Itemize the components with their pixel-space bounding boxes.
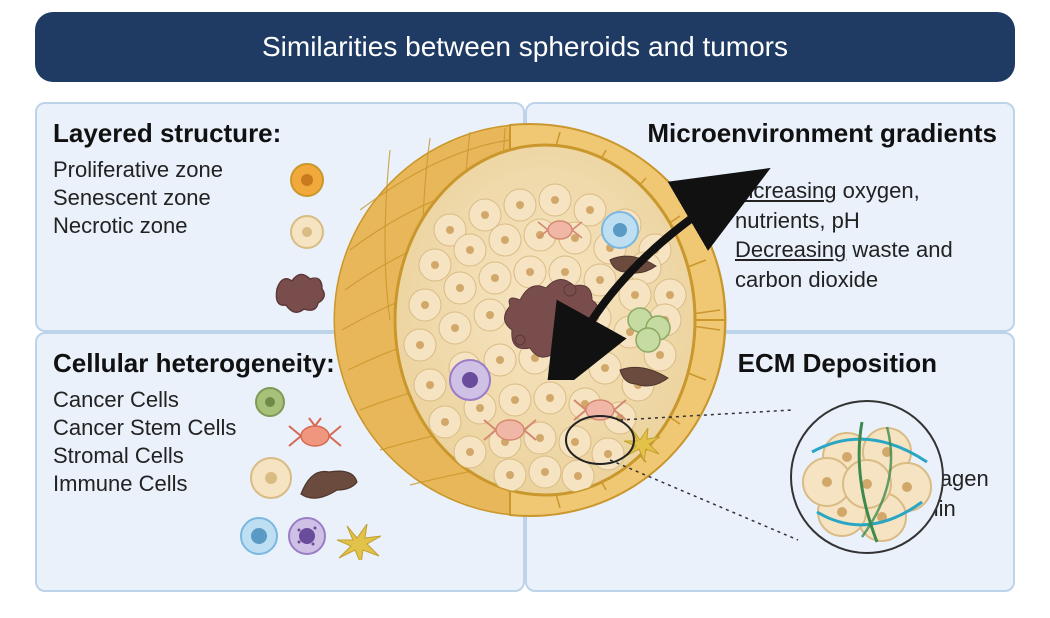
immune-cell-blue-icon	[237, 514, 281, 558]
stromal-cell-pale-icon	[247, 454, 295, 502]
gradient-arrow-icon	[520, 160, 780, 380]
cancer-cell-icon	[252, 384, 288, 420]
title-bar: Similarities between spheroids and tumor…	[35, 12, 1015, 82]
title-text: Similarities between spheroids and tumor…	[262, 31, 788, 63]
ecm-leader-lines	[560, 390, 840, 590]
